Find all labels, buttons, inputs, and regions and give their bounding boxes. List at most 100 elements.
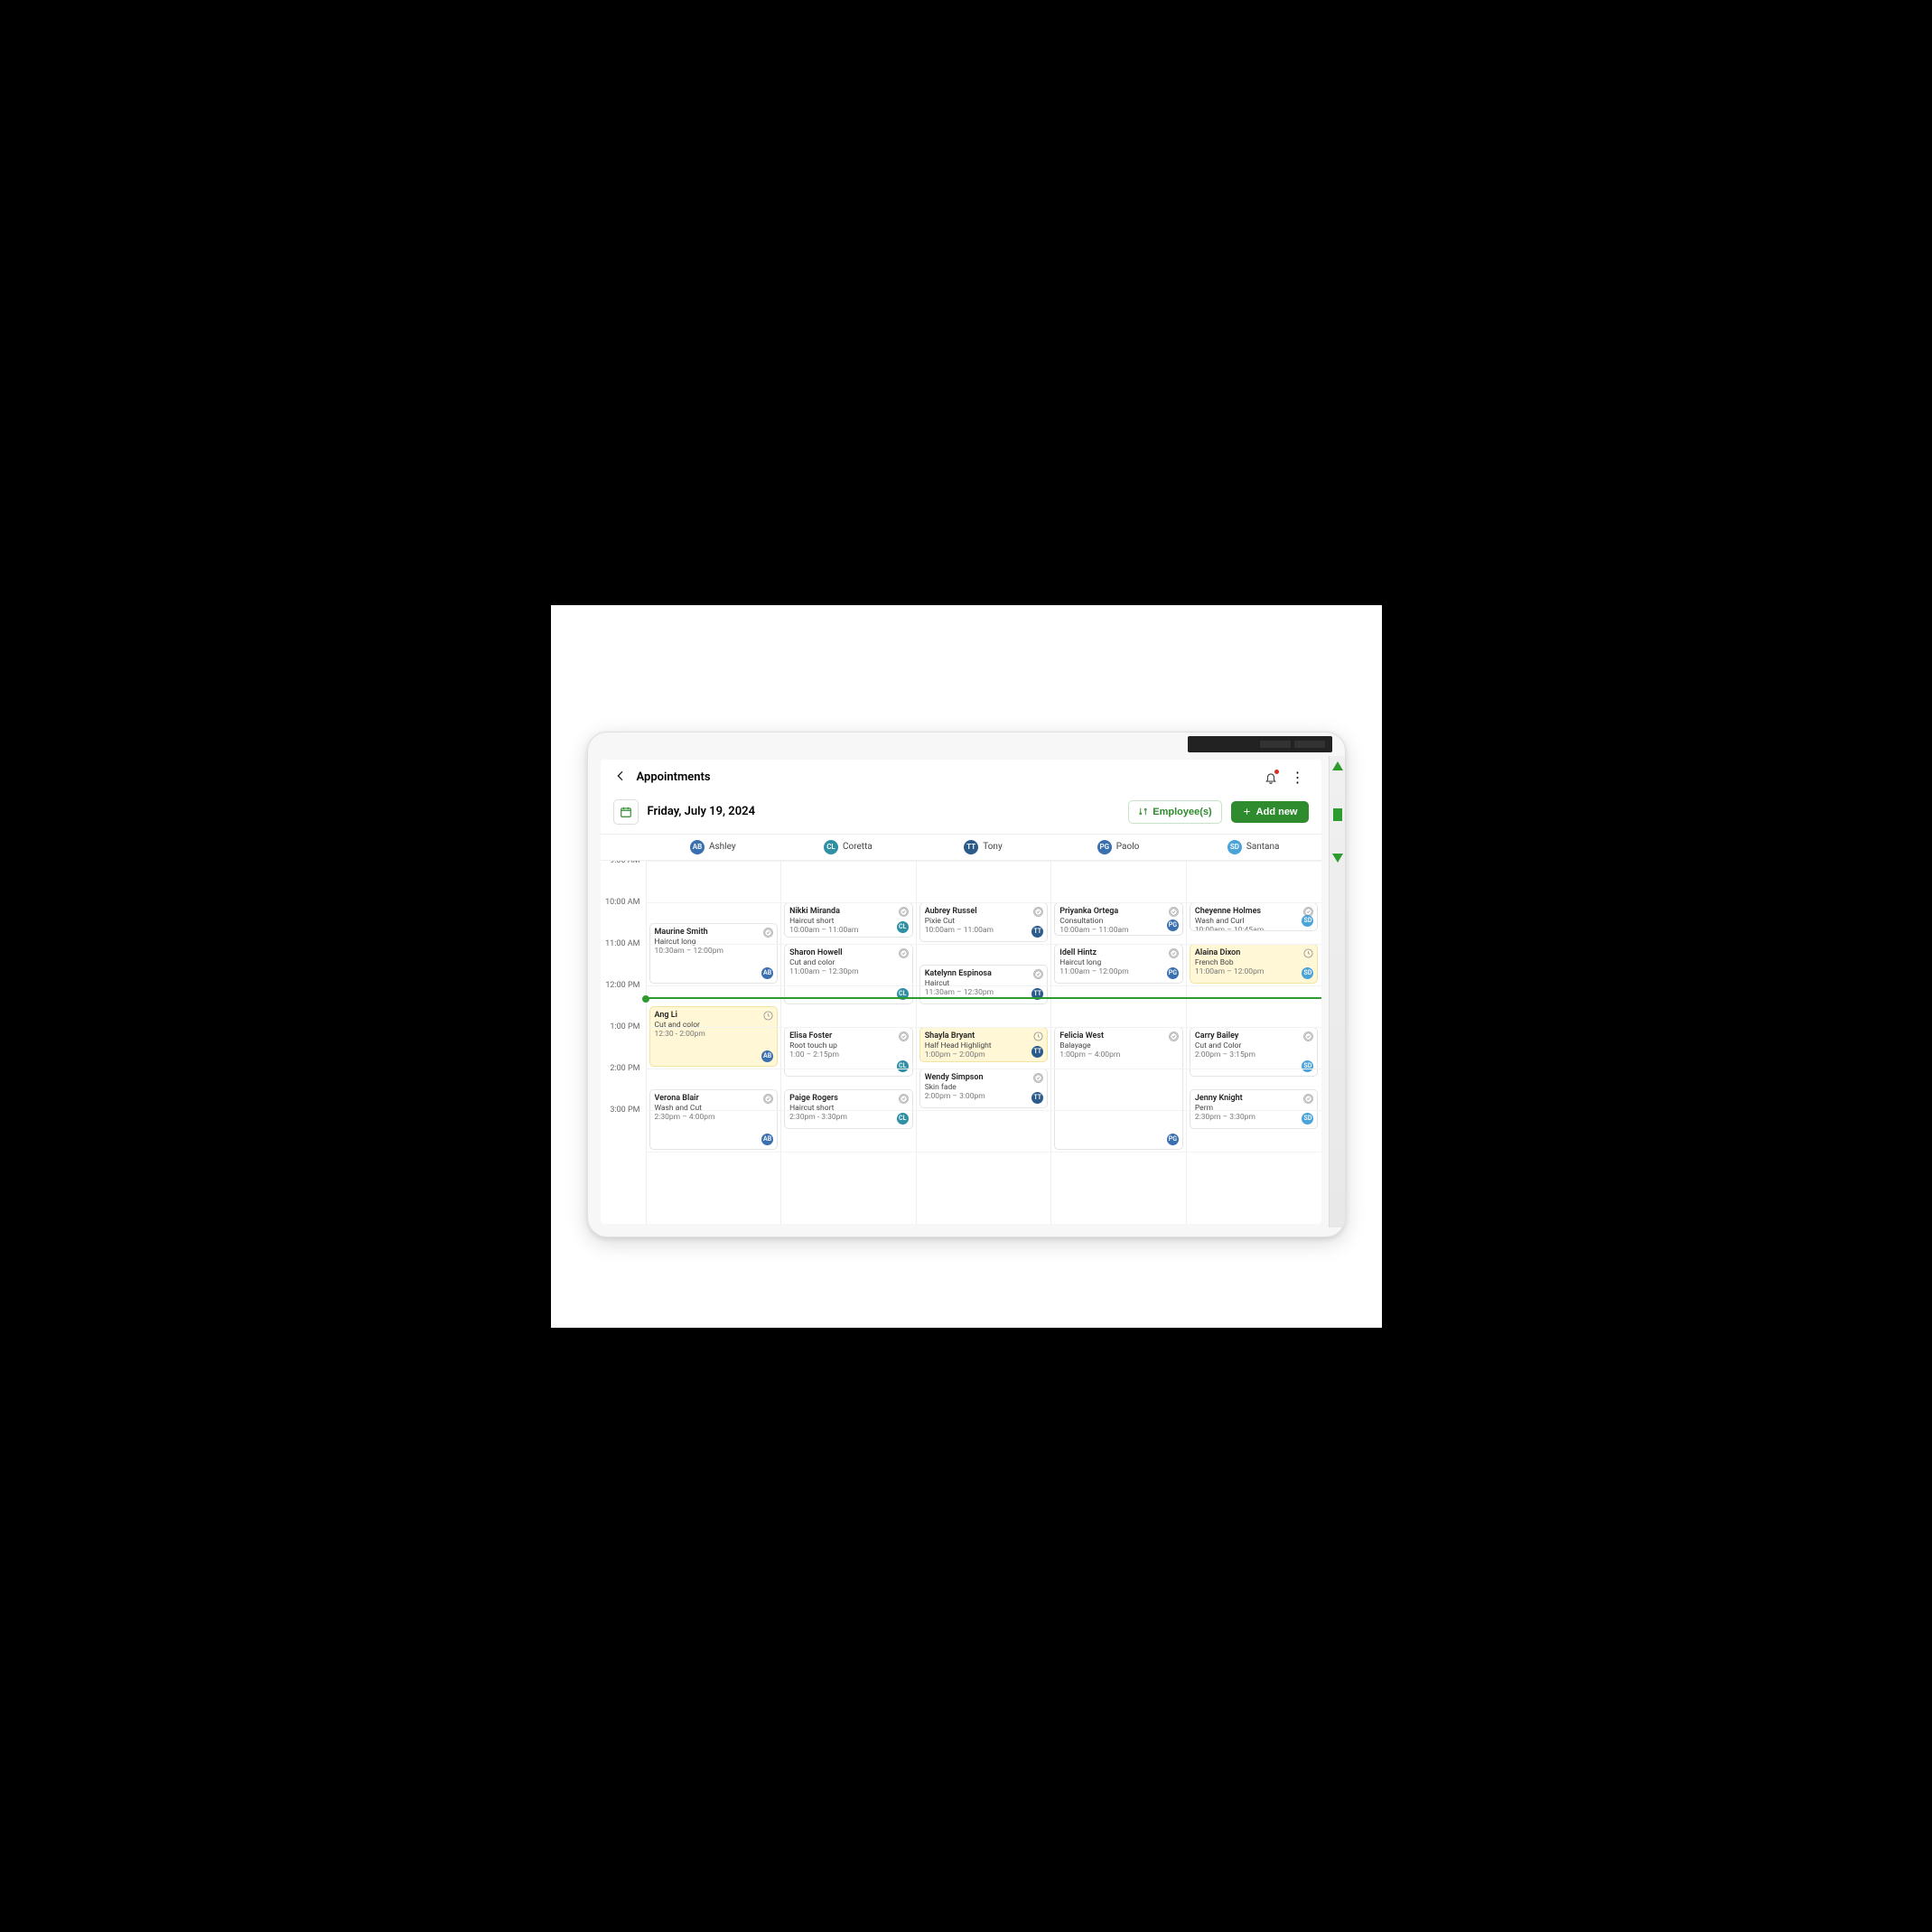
appointment-service: Cut and Color <box>1195 1041 1313 1051</box>
schedule-column-tony: Aubrey RusselPixie Cut10:00am – 11:00amT… <box>916 861 1051 1224</box>
staff-badge-icon: CL <box>897 1060 909 1072</box>
staff-badge-icon: PG <box>1167 919 1179 931</box>
device-sensor-bar <box>1188 736 1332 752</box>
check-icon <box>1033 907 1043 917</box>
time-label: 2:00 PM <box>601 1064 646 1106</box>
appointment-client-name: Verona Blair <box>655 1094 773 1104</box>
check-icon <box>899 1094 909 1104</box>
staff-name-label: Santana <box>1246 842 1280 852</box>
staff-badge-icon: PG <box>1167 967 1179 979</box>
back-button[interactable] <box>613 769 628 787</box>
staff-header-row: ABAshleyCLCorettaTTTony PG Paolo SDSantana <box>601 834 1321 861</box>
employees-filter-button[interactable]: Employee(s) <box>1128 800 1221 824</box>
add-new-button-label: Add new <box>1256 807 1298 817</box>
schedule-column-paolo: Priyanka OrtegaConsultation10:00am – 11:… <box>1050 861 1186 1224</box>
staff-avatar: AB <box>690 840 705 854</box>
staff-name-label: Paolo <box>1116 842 1140 852</box>
appointment-service: Half Head Highlight <box>925 1041 1043 1051</box>
appointment-client-name: Alaina Dixon <box>1195 948 1313 958</box>
staff-badge-icon: CL <box>897 921 909 933</box>
appointment-card[interactable]: Elisa FosterRoot touch up1:00 – 2:15pmCL <box>784 1027 913 1078</box>
schedule-column-santana: Cheyenne HolmesWash and Curl10:00am – 10… <box>1186 861 1321 1224</box>
staff-name-label: Coretta <box>843 842 873 852</box>
staff-badge-icon: SD <box>1302 1060 1313 1072</box>
app-screen: Appointments ⋮ Friday, July 19, 2024 Emp… <box>601 760 1321 1224</box>
time-label: 3:00 PM <box>601 1106 646 1147</box>
appointment-service: Haircut long <box>1059 958 1178 968</box>
appointment-time: 10:00am – 10:45am <box>1195 926 1313 931</box>
appointment-client-name: Idell Hintz <box>1059 948 1178 958</box>
more-menu-button[interactable]: ⋮ <box>1287 769 1309 786</box>
appointment-card[interactable]: Aubrey RusselPixie Cut10:00am – 11:00amT… <box>919 902 1049 942</box>
appointment-time: 2:00pm – 3:15pm <box>1195 1050 1313 1060</box>
staff-badge-icon: PG <box>1167 1134 1179 1145</box>
appointment-time: 10:00am – 11:00am <box>925 926 1043 936</box>
appointment-card[interactable]: Idell HintzHaircut long11:00am – 12:00pm… <box>1054 944 1183 984</box>
appointment-card[interactable]: Nikki MirandaHaircut short10:00am – 11:0… <box>784 902 913 938</box>
toolbar: Friday, July 19, 2024 Employee(s) Add ne… <box>601 796 1321 834</box>
appointment-time: 12:30 - 2:00pm <box>655 1030 773 1040</box>
appointment-card[interactable]: Ang LiCut and color12:30 - 2:00pmAB <box>649 1006 779 1067</box>
calendar-picker-button[interactable] <box>613 799 639 825</box>
check-icon <box>899 1031 909 1041</box>
check-icon <box>1033 1073 1043 1083</box>
appointment-service: Wash and Cut <box>655 1104 773 1114</box>
schedule-column-coretta: Nikki MirandaHaircut short10:00am – 11:0… <box>780 861 916 1224</box>
appointment-client-name: Ang Li <box>655 1011 773 1021</box>
staff-badge-icon: AB <box>761 1134 773 1145</box>
app-header: Appointments ⋮ <box>601 760 1321 796</box>
appointment-client-name: Cheyenne Holmes <box>1195 907 1313 917</box>
staff-badge-icon: CL <box>897 1113 909 1125</box>
staff-badge-icon: AB <box>761 967 773 979</box>
staff-avatar: PG <box>1097 840 1112 854</box>
appointment-card[interactable]: Sharon HowellCut and color11:00am – 12:3… <box>784 944 913 1004</box>
check-icon <box>899 907 909 917</box>
appointment-card[interactable]: Verona BlairWash and Cut2:30pm – 4:00pmA… <box>649 1089 779 1150</box>
notification-dot-icon <box>1274 770 1279 774</box>
appointment-card[interactable]: Priyanka OrtegaConsultation10:00am – 11:… <box>1054 902 1183 936</box>
clock-icon <box>1033 1031 1043 1041</box>
appointment-client-name: Felicia West <box>1059 1031 1178 1041</box>
appointment-time: 10:00am – 11:00am <box>1059 926 1178 935</box>
appointment-card[interactable]: Alaina DixonFrench Bob11:00am – 12:00pmS… <box>1190 944 1319 984</box>
appointment-service: Haircut short <box>789 917 908 927</box>
appointment-card[interactable]: Maurine SmithHaircut long10:30am – 12:00… <box>649 923 779 984</box>
appointment-client-name: Nikki Miranda <box>789 907 908 917</box>
appointment-client-name: Aubrey Russel <box>925 907 1043 917</box>
add-new-button[interactable]: Add new <box>1231 801 1309 823</box>
time-label: 9:00 AM <box>601 861 646 898</box>
appointment-card[interactable]: Cheyenne HolmesWash and Curl10:00am – 10… <box>1190 902 1319 932</box>
staff-header-tony[interactable]: TTTony <box>916 835 1051 860</box>
appointment-time: 1:00 – 2:15pm <box>789 1050 908 1060</box>
appointment-time: 2:30pm – 3:30pm <box>1195 1113 1313 1123</box>
appointment-client-name: Katelynn Espinosa <box>925 969 1043 979</box>
employees-button-label: Employee(s) <box>1153 807 1211 817</box>
staff-header-coretta[interactable]: CLCoretta <box>780 835 916 860</box>
staff-badge-icon: SD <box>1302 967 1313 979</box>
schedule-grid: 9:00 AM10:00 AM11:00 AM12:00 PM1:00 PM2:… <box>601 861 1321 1224</box>
tablet-device: Appointments ⋮ Friday, July 19, 2024 Emp… <box>587 732 1346 1237</box>
appointment-card[interactable]: Felicia WestBalayage1:00pm – 4:00pmPG <box>1054 1027 1183 1150</box>
appointment-card[interactable]: Paige RogersHaircut short2:30pm - 3:30pm… <box>784 1089 913 1129</box>
appointment-time: 2:00pm – 3:00pm <box>925 1092 1043 1102</box>
time-label: 11:00 AM <box>601 939 646 981</box>
check-icon <box>899 948 909 958</box>
appointment-card[interactable]: Jenny KnightPerm2:30pm – 3:30pmSD <box>1190 1089 1319 1129</box>
staff-header-santana[interactable]: SDSantana <box>1186 835 1321 860</box>
check-icon <box>1303 1031 1313 1041</box>
appointment-card[interactable]: Shayla BryantHalf Head Highlight1:00pm –… <box>919 1027 1049 1062</box>
appointment-client-name: Wendy Simpson <box>925 1073 1043 1083</box>
appointment-service: Cut and color <box>789 958 908 968</box>
appointment-service: Haircut <box>925 979 1043 989</box>
appointment-client-name: Paige Rogers <box>789 1094 908 1104</box>
appointment-card[interactable]: Wendy SimpsonSkin fade2:00pm – 3:00pmTT <box>919 1069 1049 1108</box>
staff-header-paolo[interactable]: PG Paolo <box>1050 835 1186 860</box>
staff-avatar: TT <box>964 840 978 854</box>
appointment-service: Perm <box>1195 1104 1313 1114</box>
staff-header-ashley[interactable]: ABAshley <box>646 835 781 860</box>
appointment-card[interactable]: Carry BaileyCut and Color2:00pm – 3:15pm… <box>1190 1027 1319 1078</box>
notifications-button[interactable] <box>1264 770 1278 785</box>
time-label: 12:00 PM <box>601 981 646 1022</box>
staff-badge-icon: SD <box>1302 1113 1313 1125</box>
page-title: Appointments <box>637 770 711 784</box>
